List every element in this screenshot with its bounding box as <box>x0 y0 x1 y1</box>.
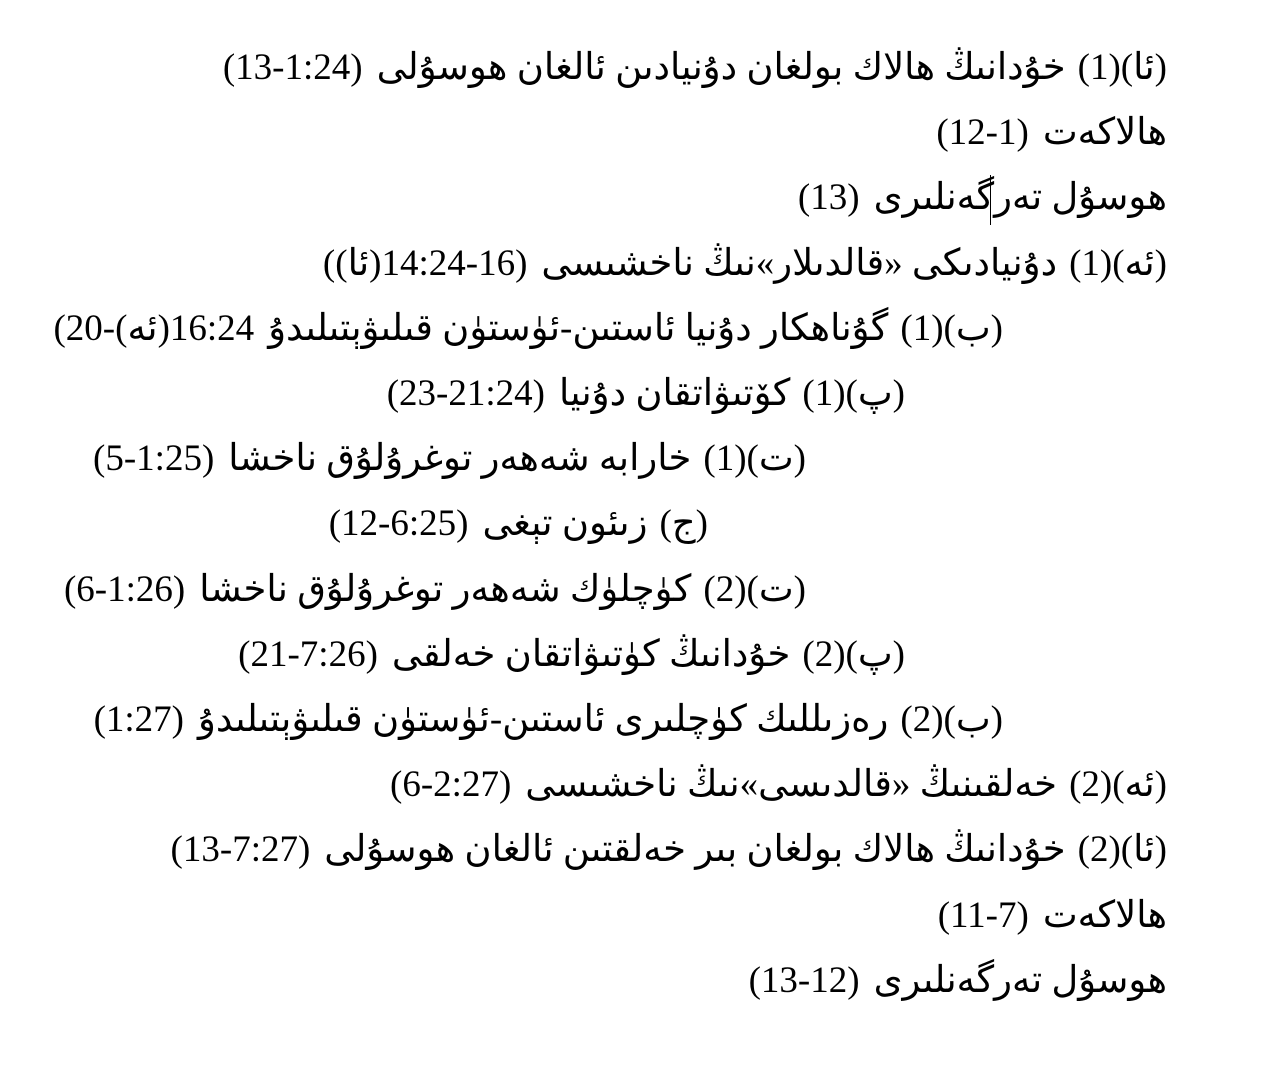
outline-reference: (12-1) <box>936 112 1029 154</box>
outline-reference: (21-7:26) <box>238 633 378 675</box>
outline-reference: (13-1:24) <box>222 47 363 88</box>
outline-title: خەلقىنىڭ «قالدىسى»نىڭ ناخشىسى <box>525 764 1058 806</box>
outline-reference: (23-21:24) <box>386 373 545 414</box>
outline-line: (ت)(1) خارابە شەھەر توغرۇلۇق ناخشا (5-1:25… <box>93 434 806 484</box>
outline-label: (ب)(1) <box>900 307 1003 349</box>
outline-reference: (13) <box>797 177 860 219</box>
outline-label: (ت)(1) <box>703 438 806 480</box>
outline-line: ھوسۇل تەرگەنلىرى (13) <box>798 173 1167 223</box>
outline-title: گۇناھكار دۇنيا ئاستىن-ئۈستۈن قىلىۋېتىلىد… <box>268 307 889 349</box>
outline-line: (ئا)(1) خۇدانىڭ ھالاك بولغان دۇنيادىن ئال… <box>223 43 1167 93</box>
outline-reference: (12-6:25) <box>328 503 469 545</box>
outline-title: ھوسۇل تەرگەنلىرى <box>873 959 1167 1001</box>
outline-title: دۇنيادىكى «قالدىلار»نىڭ ناخشىسى <box>541 242 1058 284</box>
outline-title: خارابە شەھەر توغرۇلۇق ناخشا <box>228 438 692 480</box>
outline-line: (ب)(1) گۇناھكار دۇنيا ئاستىن-ئۈستۈن قىلىۋ… <box>53 304 1003 354</box>
outline-line: ھالاكەت (11-7) <box>938 891 1167 941</box>
outline-label: (ب)(2) <box>900 699 1003 740</box>
outline-label: (ئە)(2) <box>1069 764 1167 806</box>
outline-line: (ج) زىئون تېغى (12-6:25) <box>329 499 708 549</box>
outline-reference: (6-1:26) <box>63 568 186 610</box>
outline-line: ھالاكەت (12-1) <box>936 108 1167 158</box>
outline-title: خۇدانىڭ كۈتىۋاتقان خەلقى <box>391 633 791 675</box>
outline-title: ھالاكەت <box>1042 894 1167 936</box>
outline-title: رەزىللىك كۈچلىرى ئاستىن-ئۈستۈن قىلىۋېتىل… <box>198 699 889 740</box>
outline-reference: (1:27) <box>93 699 184 740</box>
outline-line: (پ)(2) خۇدانىڭ كۈتىۋاتقان خەلقى (21-7:26) <box>238 630 905 680</box>
outline-reference: (5-1:25) <box>93 438 215 480</box>
outline-title: زىئون تېغى <box>482 503 648 545</box>
outline-reference: (11-7) <box>937 894 1029 936</box>
outline-reference: (20-(ئە)16:24 <box>53 307 255 349</box>
outline-line: (ئە)(2) خەلقىنىڭ «قالدىسى»نىڭ ناخشىسى (6-2… <box>390 760 1167 810</box>
outline-label: (پ)(2) <box>802 633 905 675</box>
outline-line: (ت)(2) كۈچلۈك شەھەر توغرۇلۇق ناخشا (6-1:26… <box>64 565 806 615</box>
outline-line: (ب)(2) رەزىللىك كۈچلىرى ئاستىن-ئۈستۈن قىل… <box>94 695 1003 745</box>
outline-reference: (6-2:27) <box>390 764 512 806</box>
outline-label: (ئە)(1) <box>1069 242 1167 284</box>
outline-title: ھوسۇل تەرگەنلىرى <box>873 177 1167 219</box>
outline-label: (ج) <box>659 503 708 545</box>
outline-reference: ((ئا)16-14:24) <box>322 242 528 284</box>
outline-label: (ئا)(1) <box>1077 47 1167 88</box>
outline-line: (ئە)(1) دۇنيادىكى «قالدىلار»نىڭ ناخشىسى ((… <box>323 239 1167 289</box>
outline-label: (پ)(1) <box>802 373 905 414</box>
text-cursor <box>990 175 991 225</box>
outline-reference: (13-7:27) <box>170 829 311 871</box>
outline-title: ھالاكەت <box>1042 112 1167 154</box>
outline-title: كۆتىۋاتقان دۇنيا <box>558 373 791 414</box>
outline-line: ھوسۇل تەرگەنلىرى (13-12) <box>749 956 1167 1006</box>
outline-label: (ئا)(2) <box>1077 829 1167 871</box>
outline-title: خۇدانىڭ ھالاك بولغان بىر خەلقتىن ئالغان … <box>324 829 1066 871</box>
outline-line: (پ)(1) كۆتىۋاتقان دۇنيا (23-21:24) <box>387 369 905 419</box>
outline-reference: (13-12) <box>748 959 860 1001</box>
outline-title: خۇدانىڭ ھالاك بولغان دۇنيادىن ئالغان ھوس… <box>376 47 1066 88</box>
outline-title: كۈچلۈك شەھەر توغرۇلۇق ناخشا <box>199 568 692 610</box>
outline-line: (ئا)(2) خۇدانىڭ ھالاك بولغان بىر خەلقتىن … <box>171 825 1167 875</box>
outline-label: (ت)(2) <box>703 568 806 610</box>
